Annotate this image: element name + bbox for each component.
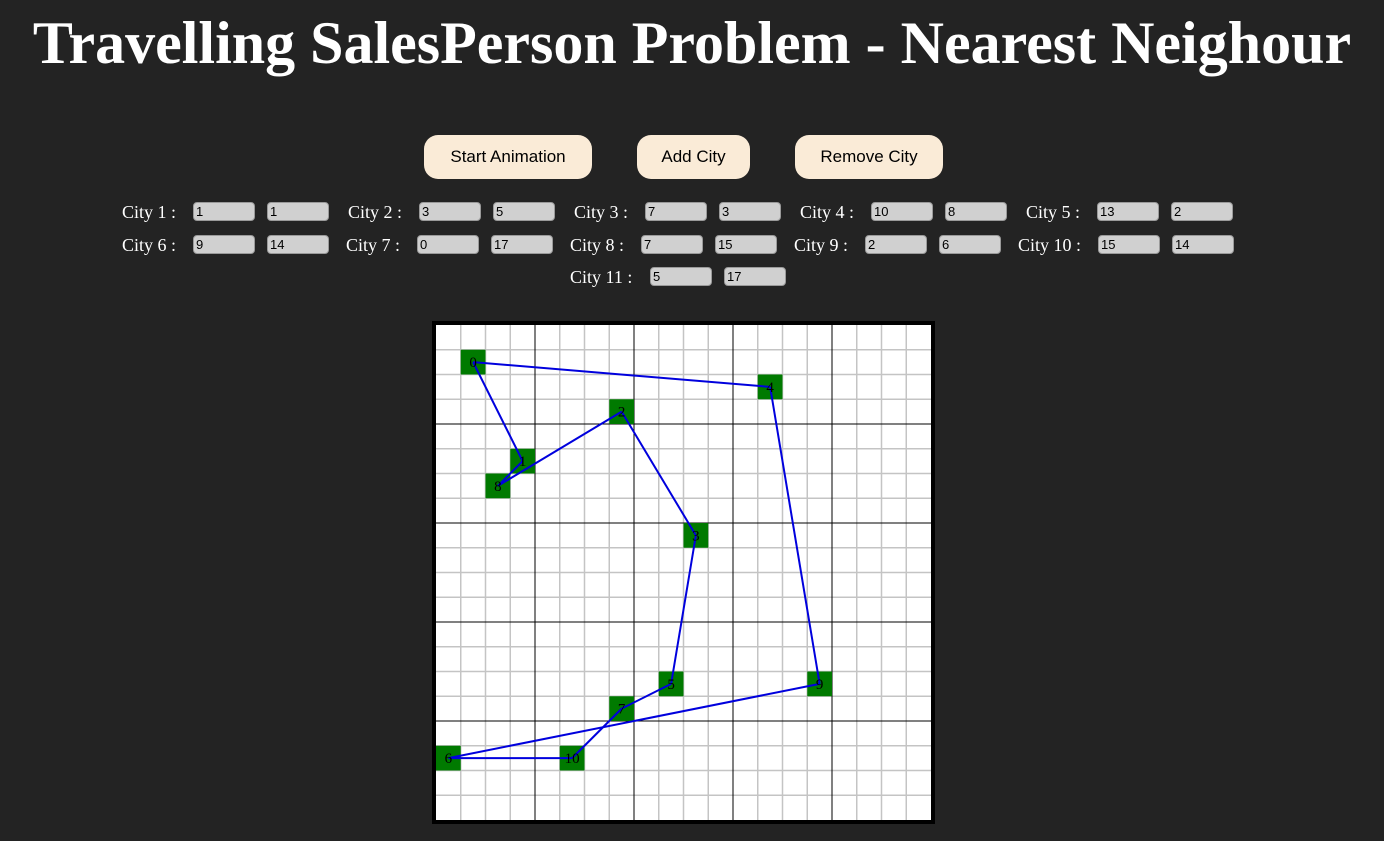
city-x-input[interactable] [1097, 202, 1159, 221]
city-y-input[interactable] [945, 202, 1007, 221]
tour-edge [497, 410, 623, 487]
city-node-label: 10 [565, 751, 580, 767]
remove-city-button[interactable]: Remove City [795, 135, 943, 179]
city-node-label: 5 [667, 677, 675, 693]
city-label: City 6 : [122, 235, 177, 255]
city-label: City 11 : [570, 267, 633, 287]
city-node-label: 8 [494, 479, 502, 495]
city-node-label: 4 [766, 380, 774, 396]
tour-edge [670, 535, 697, 685]
tour-edge [472, 361, 524, 462]
tsp-board-canvas: 0 1 2 3 4 5 6 7 8 9 10 [436, 325, 931, 820]
start-animation-button[interactable]: Start Animation [424, 135, 592, 179]
tour-edge [473, 361, 771, 388]
page-title: Travelling SalesPerson Problem - Nearest… [32, 10, 1352, 76]
city-y-input[interactable] [267, 202, 329, 221]
tour-edge [497, 460, 524, 487]
city-label: City 8 : [570, 235, 625, 255]
tour-edge [769, 386, 821, 685]
city-x-input[interactable] [419, 202, 481, 221]
tour-edge [620, 411, 697, 536]
city-x-input[interactable] [645, 202, 707, 221]
city-node-label: 9 [816, 677, 824, 693]
city-node-label: 7 [618, 702, 626, 718]
add-city-button[interactable]: Add City [637, 135, 750, 179]
city-node-label: 6 [445, 751, 453, 767]
city-x-input[interactable] [641, 235, 703, 254]
city-label: City 1 : [122, 202, 177, 222]
city-y-input[interactable] [724, 267, 786, 286]
city-y-input[interactable] [1172, 235, 1234, 254]
city-label: City 5 : [1026, 202, 1081, 222]
city-y-input[interactable] [939, 235, 1001, 254]
tour-edge [571, 707, 623, 759]
city-label: City 4 : [800, 202, 855, 222]
city-label: City 2 : [348, 202, 403, 222]
city-x-input[interactable] [193, 202, 255, 221]
city-node-label: 2 [618, 405, 626, 421]
city-node-label: 3 [692, 528, 700, 544]
city-x-input[interactable] [1098, 235, 1160, 254]
tour-edge [448, 682, 820, 760]
city-node-label: 1 [519, 454, 527, 470]
city-y-input[interactable] [493, 202, 555, 221]
tour-edge [621, 682, 672, 710]
city-label: City 9 : [794, 235, 849, 255]
city-label: City 3 : [574, 202, 629, 222]
city-node-label: 0 [469, 355, 477, 371]
city-x-input[interactable] [871, 202, 933, 221]
tsp-board[interactable]: 0 1 2 3 4 5 6 7 8 9 10 [432, 321, 935, 824]
city-y-input[interactable] [715, 235, 777, 254]
city-y-input[interactable] [267, 235, 329, 254]
city-x-input[interactable] [650, 267, 712, 286]
city-y-input[interactable] [719, 202, 781, 221]
city-x-input[interactable] [193, 235, 255, 254]
city-x-input[interactable] [417, 235, 479, 254]
city-y-input[interactable] [491, 235, 553, 254]
city-label: City 7 : [346, 235, 401, 255]
city-label: City 10 : [1018, 235, 1082, 255]
city-x-input[interactable] [865, 235, 927, 254]
city-y-input[interactable] [1171, 202, 1233, 221]
